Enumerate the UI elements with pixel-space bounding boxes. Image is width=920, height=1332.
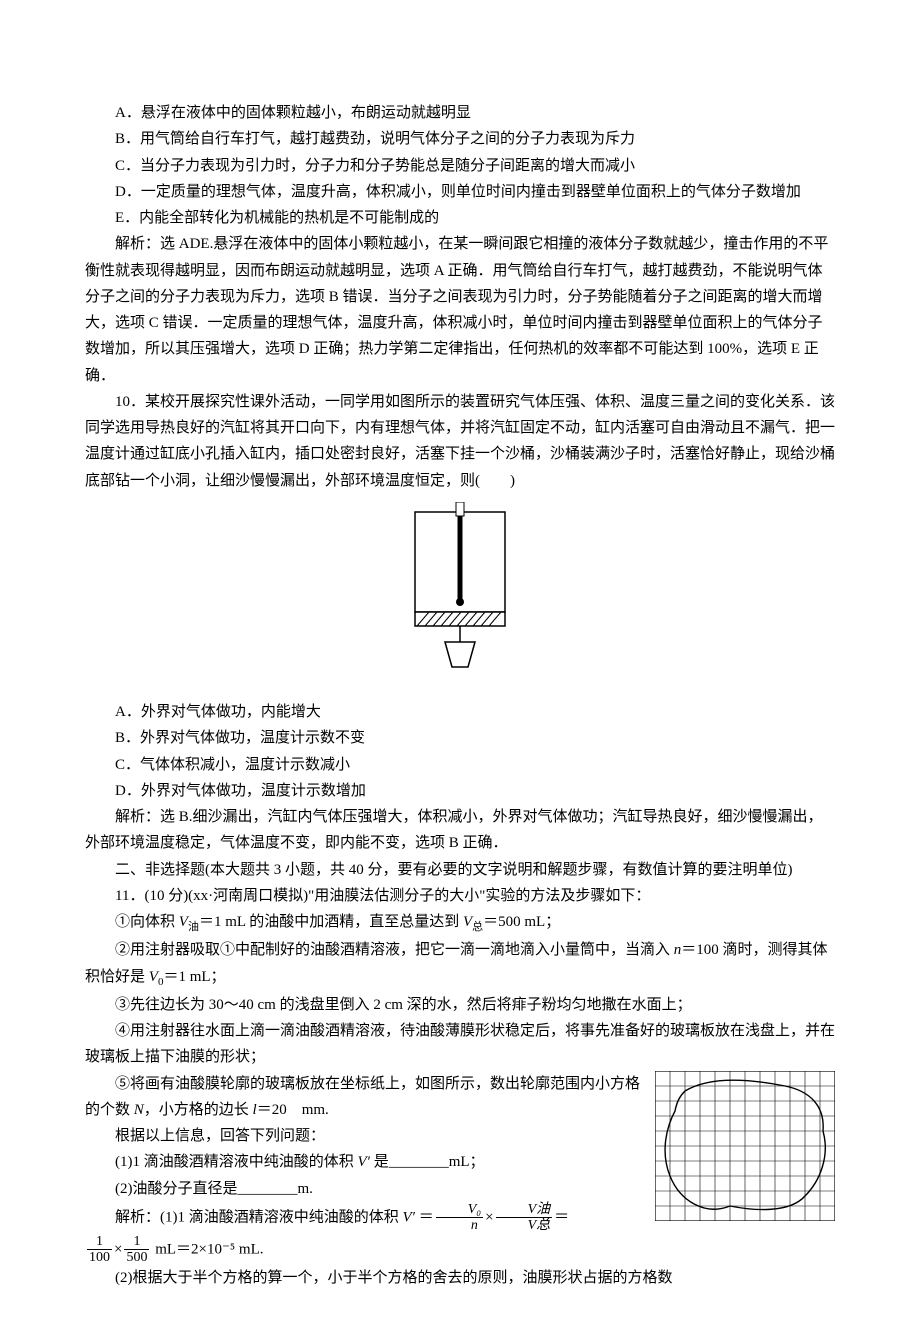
q10-stem: 10．某校开展探究性课外活动，一同学用如图所示的装置研究气体压强、体积、温度三量… [85, 389, 835, 494]
q11-stem: 11．(10 分)(xx·河南周口模拟)"用油膜法估测分子的大小"实验的方法及步… [85, 883, 835, 909]
q10-option-d: D．外界对气体做功，温度计示数增加 [85, 778, 835, 804]
q11-frac1-den: n [436, 1217, 483, 1233]
q10-analysis: 解析：选 B.细沙漏出，汽缸内气体压强增大，体积减小，外界对气体做功；汽缸导热良… [85, 804, 835, 857]
grid-oilfilm-icon [655, 1071, 835, 1221]
q11-sub1-prefix: (1)1 滴油酸酒精溶液中纯油酸的体积 [115, 1154, 358, 1170]
q11-sub2-suffix: m. [298, 1181, 313, 1197]
q11-sub2-blank: ________ [238, 1181, 298, 1197]
q11-eq2: ＝ [554, 1209, 569, 1225]
q11-sub1-vprime: V′ [358, 1154, 370, 1170]
q9-option-c: C．当分子力表现为引力时，分子力和分子势能总是随分子间距离的增大而减小 [85, 153, 835, 179]
q10-option-b: B．外界对气体做功，温度计示数不变 [85, 725, 835, 751]
q11-analysis1b: 1100×1500 mL＝2×10⁻⁵ mL. [85, 1234, 835, 1266]
q11-times2: × [114, 1241, 122, 1257]
q11-frac4-num: 1 [124, 1234, 149, 1249]
q11-s2-v0: V [149, 969, 158, 985]
q11-step1: ①向体积 V油＝1 mL 的油酸中加酒精，直至总量达到 V总＝500 mL； [85, 909, 835, 937]
q11-step2: ②用注射器吸取①中配制好的油酸酒精溶液，把它一滴一滴地滴入小量筒中，当滴入 n＝… [85, 937, 835, 992]
q10-figure [85, 502, 835, 691]
q11-sub2-prefix: (2)油酸分子直径是 [115, 1181, 238, 1197]
q11-s2-suffix: ＝1 mL； [163, 969, 225, 985]
q11-ana-vprime: V′ [403, 1209, 415, 1225]
q11-s1-totalsub: 总 [472, 921, 483, 933]
q11-s1-voil: V [179, 914, 188, 930]
q11-s1-prefix: ①向体积 [115, 914, 179, 930]
q11-ana-result: mL＝2×10⁻⁵ mL. [151, 1241, 263, 1257]
q11-sub1-suffix: mL； [449, 1154, 485, 1170]
q11-ana-eq: ＝ [415, 1209, 434, 1225]
section2-title: 二、非选择题(本大题共 3 小题，共 40 分，要有必要的文字说明和解题步骤，有… [85, 857, 835, 883]
q9-option-e: E．内能全部转化为机械能的热机是不可能制成的 [85, 205, 835, 231]
q10-option-c: C．气体体积减小，温度计示数减小 [85, 752, 835, 778]
q11-s5-N: N [130, 1102, 144, 1118]
q9-option-d: D．一定质量的理想气体，温度升高，体积减小，则单位时间内撞击到器壁单位面积上的气… [85, 179, 835, 205]
q10-option-a: A．外界对气体做功，内能增大 [85, 699, 835, 725]
q9-analysis: 解析：选 ADE.悬浮在液体中的固体小颗粒越小，在某一瞬间跟它相撞的液体分子数就… [85, 231, 835, 389]
q9-option-b: B．用气筒给自行车打气，越打越费劲，说明气体分子之间的分子力表现为斥力 [85, 126, 835, 152]
q11-frac2: V油V总 [496, 1202, 553, 1234]
q11-frac1-num: V₀ [436, 1202, 483, 1217]
q11-frac3: 1100 [87, 1234, 112, 1266]
q11-s2-prefix: ②用注射器吸取①中配制好的油酸酒精溶液，把它一滴一滴地滴入小量筒中，当滴入 [115, 942, 674, 958]
q11-s1-vtotal: V [463, 914, 472, 930]
q11-s5-suffix: ＝20 mm. [257, 1102, 329, 1118]
q11-frac1: V₀n [436, 1202, 483, 1234]
q11-step4: ④用注射器往水面上滴一滴油酸酒精溶液，待油酸薄膜形状稳定后，将事先准备好的玻璃板… [85, 1018, 835, 1071]
q11-s1-mid1: ＝1 mL 的油酸中加酒精，直至总量达到 [199, 914, 463, 930]
q11-step3: ③先往边长为 30～40 cm 的浅盘里倒入 2 cm 深的水，然后将痱子粉均匀… [85, 992, 835, 1018]
q11-s1-suffix: ＝500 mL； [483, 914, 560, 930]
q11-sub1-mid: 是 [370, 1154, 389, 1170]
q11-frac4-den: 500 [124, 1249, 149, 1265]
q11-frac2-den: V总 [496, 1217, 553, 1233]
q11-frac3-num: 1 [87, 1234, 112, 1249]
q11-grid-figure [655, 1071, 835, 1230]
q11-times1: × [485, 1209, 493, 1225]
q11-analysis2: (2)根据大于半个方格的算一个，小于半个方格的舍去的原则，油膜形状占据的方格数 [85, 1265, 835, 1291]
q11-frac3-den: 100 [87, 1249, 112, 1265]
q11-frac4: 1500 [124, 1234, 149, 1266]
cylinder-apparatus-icon [395, 502, 525, 682]
q11-sub1-blank: ________ [389, 1154, 449, 1170]
q11-frac2-num: V油 [496, 1202, 553, 1217]
q11-s5-mid: ，小方格的边长 [144, 1102, 253, 1118]
q9-option-a: A．悬浮在液体中的固体颗粒越小，布朗运动就越明显 [85, 100, 835, 126]
q11-ana-prefix: 解析：(1)1 滴油酸酒精溶液中纯油酸的体积 [115, 1209, 403, 1225]
q11-s1-oilsub: 油 [188, 921, 199, 933]
